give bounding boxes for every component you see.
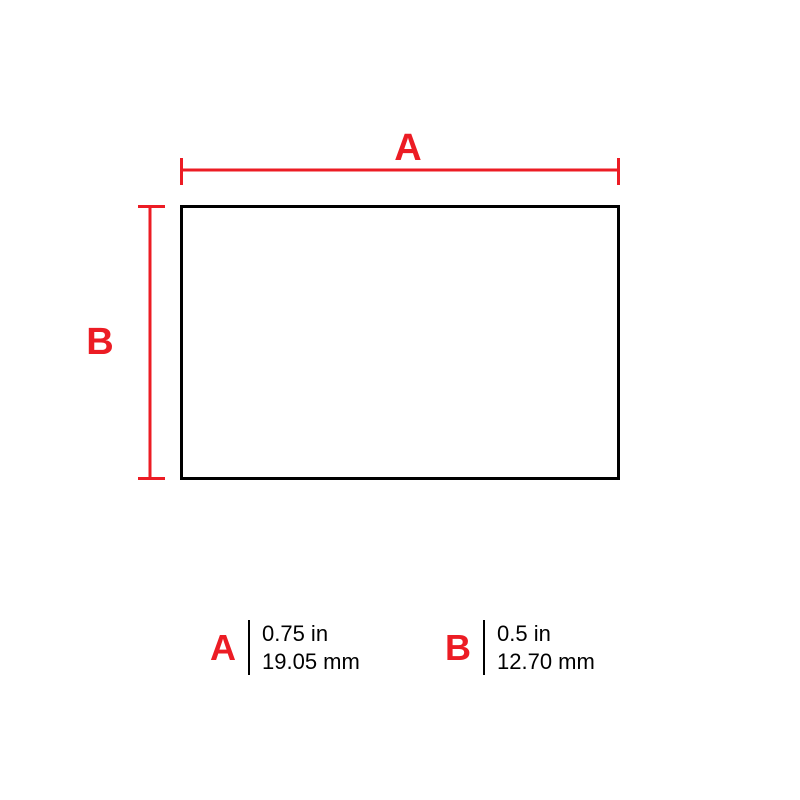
legend-a-value-mm: 19.05 mm [262,648,360,676]
dimension-diagram: A B A 0.75 in 19.05 mm B 0.5 in 12.70 mm [0,0,800,800]
legend-entry-b: B 0.5 in 12.70 mm [445,620,595,675]
legend-b-value-in: 0.5 in [497,620,595,648]
dimension-a-cap-left [180,158,183,185]
label-rectangle [180,205,620,480]
legend-a-divider [248,620,250,675]
legend-b-letter: B [445,630,471,666]
dimension-b-cap-top [138,205,165,208]
legend-a-letter: A [210,630,236,666]
legend-b-value-mm: 12.70 mm [497,648,595,676]
dimension-a-cap-right [617,158,620,185]
legend-a-values: 0.75 in 19.05 mm [262,620,360,675]
legend-b-divider [483,620,485,675]
legend-entry-a: A 0.75 in 19.05 mm [210,620,360,675]
legend-b-values: 0.5 in 12.70 mm [497,620,595,675]
dimension-a-label: A [380,129,436,167]
dimension-b-bar [149,205,152,480]
dimension-b-cap-bottom [138,477,165,480]
dimension-b-label: B [80,323,120,361]
legend-a-value-in: 0.75 in [262,620,360,648]
